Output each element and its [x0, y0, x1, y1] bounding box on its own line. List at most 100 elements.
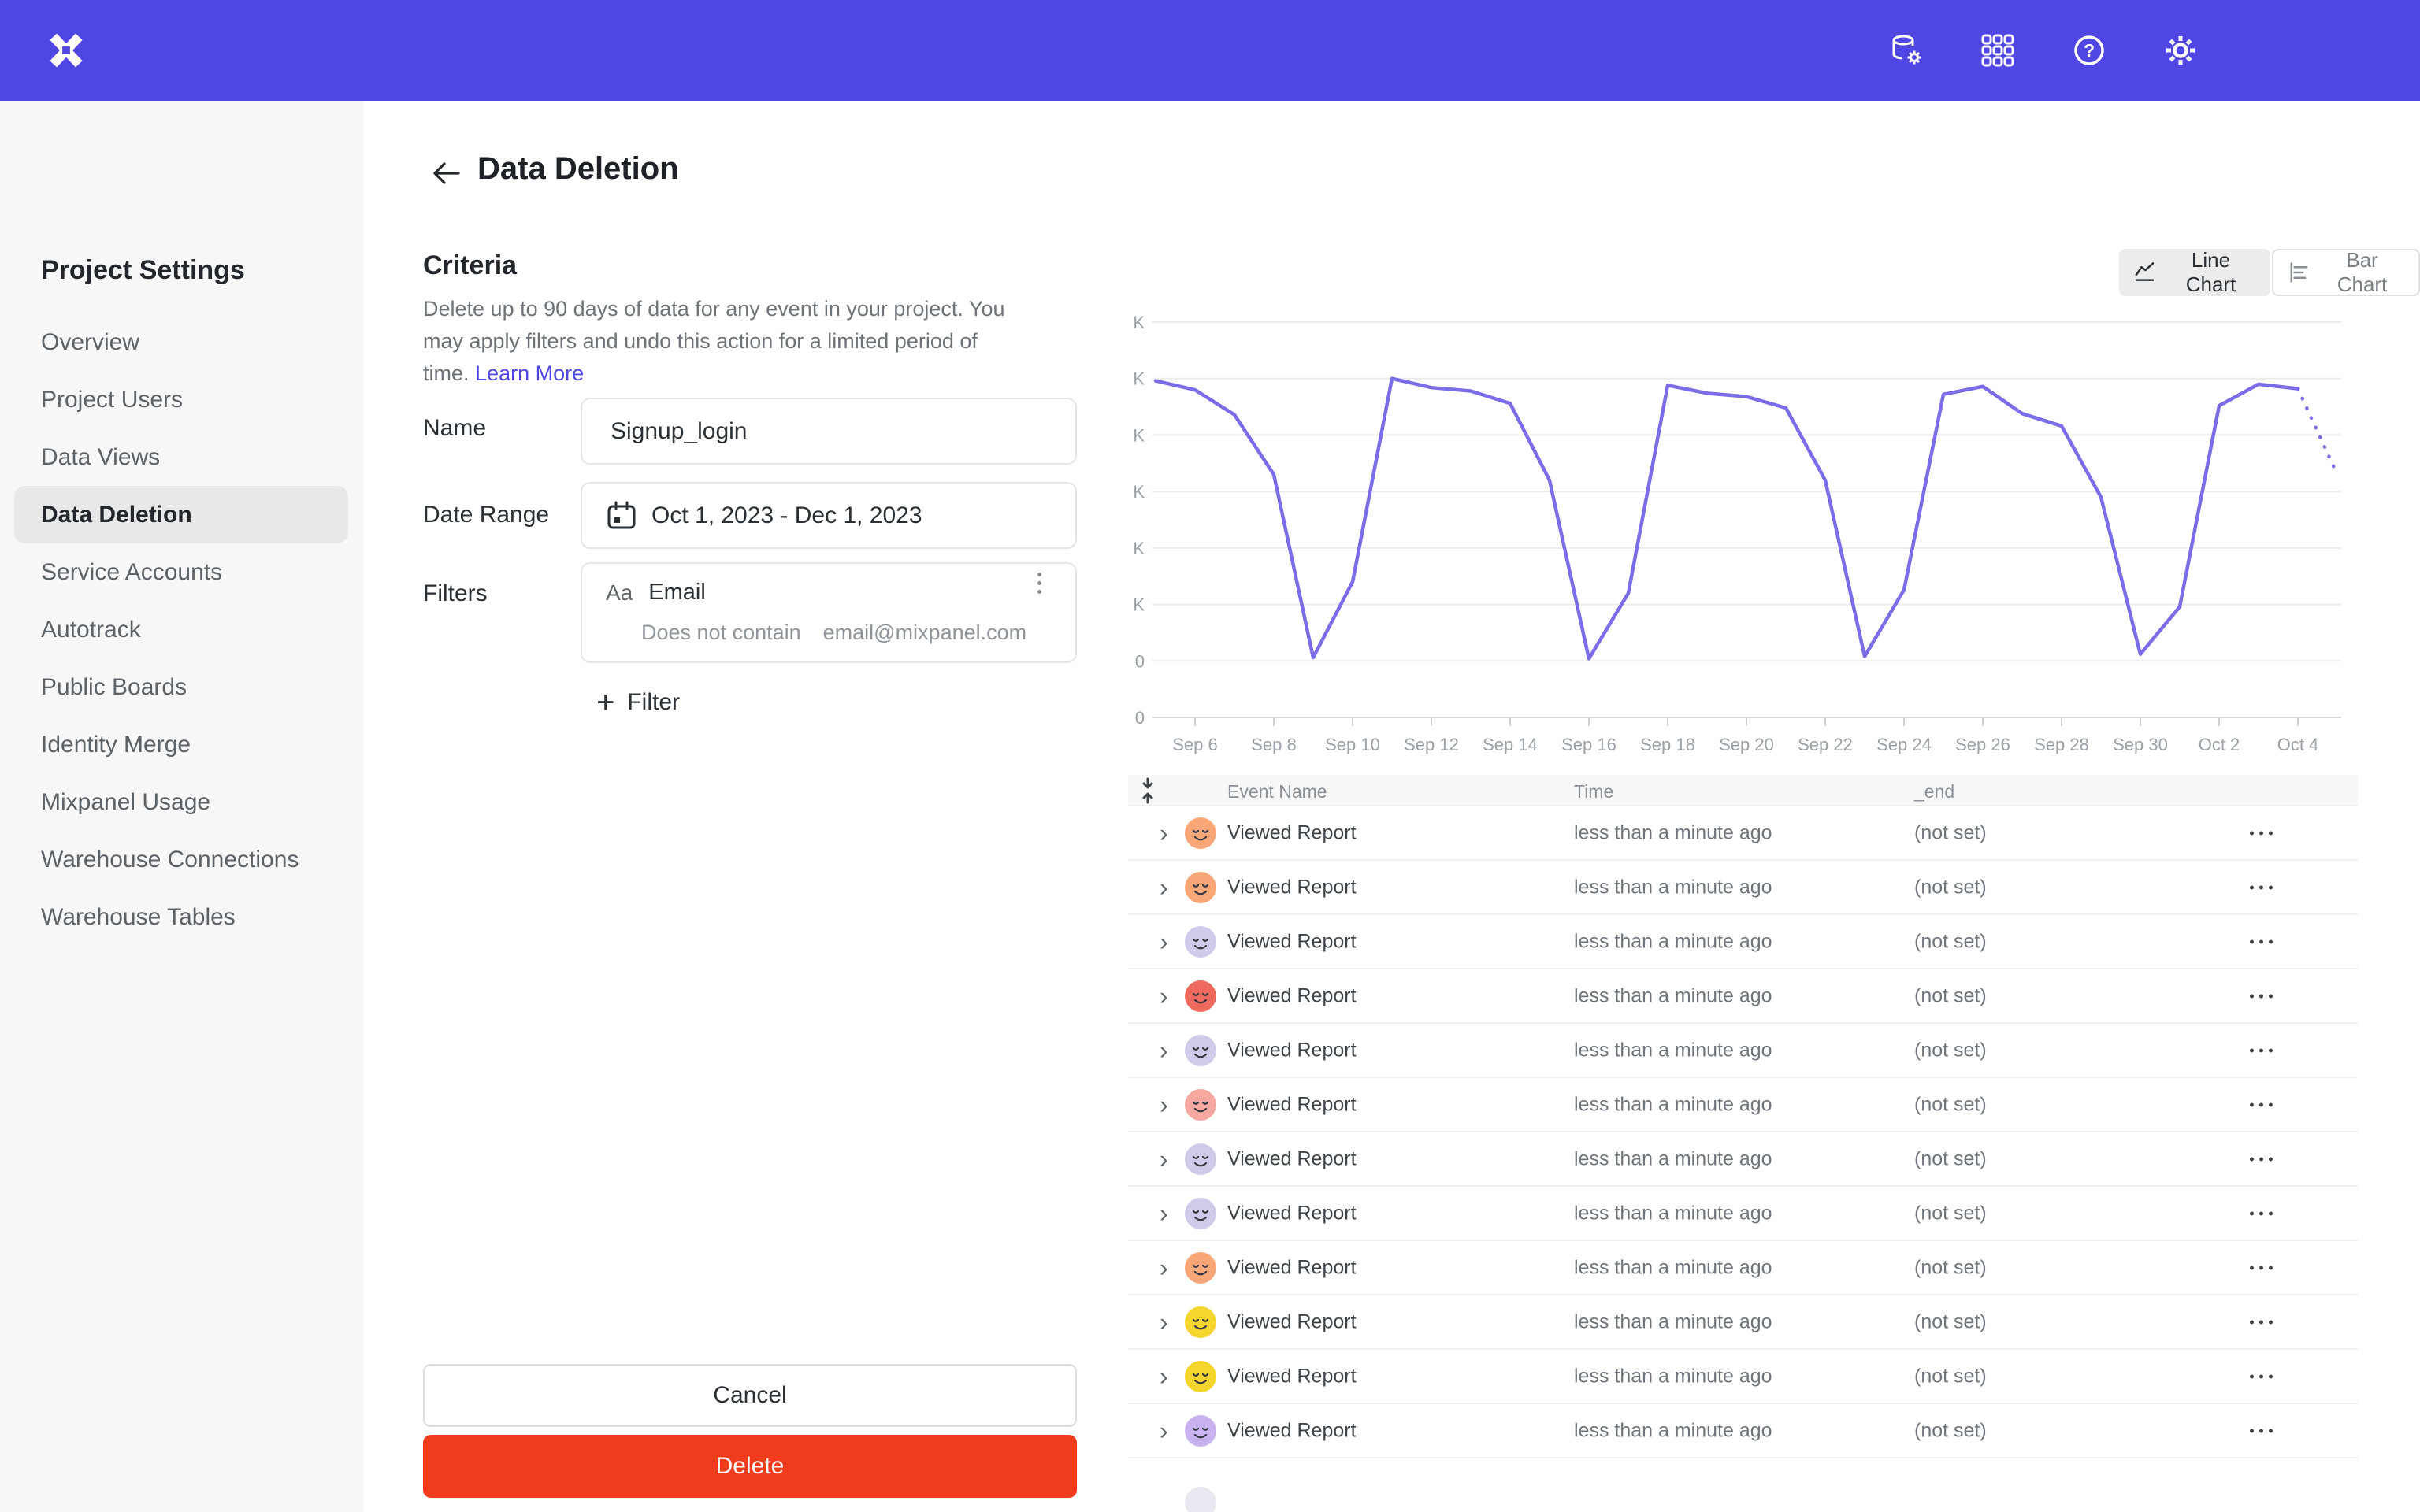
table-row[interactable]: › Viewed Report less than a minute ago (…	[1128, 915, 2358, 969]
learn-more-link[interactable]: Learn More	[475, 361, 585, 385]
sidebar-item-data-deletion[interactable]: Data Deletion	[14, 486, 348, 543]
row-actions-icon[interactable]	[2250, 1102, 2273, 1106]
filter-value[interactable]: email@mixpanel.com	[822, 621, 1027, 644]
line-chart-toggle[interactable]: Line Chart	[2119, 248, 2271, 296]
column-header-event-name[interactable]: Event Name	[1227, 781, 1327, 802]
data-governance-icon[interactable]	[1887, 32, 1925, 69]
svg-text:Sep 24: Sep 24	[1876, 735, 1932, 754]
bar-chart-icon	[2290, 262, 2308, 283]
table-row[interactable]: › Viewed Report less than a minute ago (…	[1128, 1132, 2358, 1187]
sidebar-item-warehouse-connections[interactable]: Warehouse Connections	[41, 846, 299, 873]
doodle-face-avatar	[1185, 925, 1216, 958]
row-actions-icon[interactable]	[2250, 1266, 2273, 1269]
collapse-rows-icon[interactable]	[1138, 776, 1158, 810]
plus-icon: +	[596, 685, 615, 720]
svg-text:15K: 15K	[1134, 539, 1145, 558]
column-header-end[interactable]: _end	[1914, 781, 1955, 802]
cell-end: (not set)	[1914, 1039, 1987, 1061]
filter-card[interactable]: Aa Email Does not contain email@mixpanel…	[581, 562, 1077, 663]
line-chart-icon	[2135, 262, 2155, 281]
table-row[interactable]: › Viewed Report less than a minute ago (…	[1128, 1024, 2358, 1078]
filter-operator[interactable]: Does not contain	[641, 621, 801, 644]
sidebar-item-data-views[interactable]: Data Views	[41, 443, 161, 470]
cell-time: less than a minute ago	[1574, 930, 1772, 952]
table-row[interactable]: › Viewed Report less than a minute ago (…	[1128, 1295, 2358, 1350]
doodle-face-avatar	[1185, 1251, 1216, 1284]
doodle-face-avatar	[1185, 871, 1216, 903]
mixpanel-logo[interactable]	[46, 30, 87, 71]
cell-time: less than a minute ago	[1574, 821, 1772, 843]
table-row[interactable]: › Viewed Report less than a minute ago (…	[1128, 1078, 2358, 1132]
row-actions-icon[interactable]	[2250, 1211, 2273, 1215]
date-range-input[interactable]: Oct 1, 2023 - Dec 1, 2023	[581, 482, 1077, 549]
add-filter-button[interactable]: + Filter	[596, 680, 680, 724]
table-row[interactable]: › Viewed Report less than a minute ago (…	[1128, 1350, 2358, 1404]
svg-text:Sep 20: Sep 20	[1719, 735, 1774, 754]
chevron-right-icon[interactable]: ›	[1160, 1199, 1168, 1227]
help-icon[interactable]: ?	[2070, 32, 2108, 69]
sidebar-item-service-accounts[interactable]: Service Accounts	[41, 558, 223, 585]
sidebar-item-identity-merge[interactable]: Identity Merge	[41, 731, 191, 758]
cell-end: (not set)	[1914, 1419, 1987, 1441]
table-row[interactable]: › Viewed Report less than a minute ago (…	[1128, 806, 2358, 861]
chevron-right-icon[interactable]: ›	[1160, 873, 1168, 901]
sidebar-item-overview[interactable]: Overview	[41, 328, 140, 355]
chevron-right-icon[interactable]: ›	[1160, 927, 1168, 955]
sidebar-item-public-boards[interactable]: Public Boards	[41, 673, 187, 700]
chevron-right-icon[interactable]: ›	[1160, 981, 1168, 1010]
chevron-right-icon[interactable]: ›	[1160, 1036, 1168, 1064]
kebab-menu-icon[interactable]	[1025, 565, 1053, 600]
top-navigation-bar: ?	[0, 0, 2420, 101]
row-actions-icon[interactable]	[2250, 831, 2273, 835]
row-actions-icon[interactable]	[2250, 1048, 2273, 1052]
cell-event-name: Viewed Report	[1227, 1256, 1357, 1278]
row-actions-icon[interactable]	[2250, 994, 2273, 998]
events-table: Event Name Time _end › Viewed Report les…	[1128, 775, 2358, 1458]
cell-time: less than a minute ago	[1574, 1256, 1772, 1278]
chevron-right-icon[interactable]: ›	[1160, 818, 1168, 847]
chevron-right-icon[interactable]: ›	[1160, 1090, 1168, 1118]
name-input[interactable]: Signup_login	[581, 398, 1077, 465]
table-row[interactable]: › Viewed Report less than a minute ago (…	[1128, 1187, 2358, 1241]
cell-end: (not set)	[1914, 1093, 1987, 1115]
bar-chart-toggle[interactable]: Bar Chart	[2272, 248, 2420, 296]
settings-gear-icon[interactable]	[2162, 32, 2199, 69]
svg-text:25K: 25K	[1134, 425, 1145, 445]
cancel-button[interactable]: Cancel	[423, 1364, 1077, 1427]
cell-end: (not set)	[1914, 1365, 1987, 1387]
row-actions-icon[interactable]	[2250, 1157, 2273, 1161]
cell-time: less than a minute ago	[1574, 1202, 1772, 1224]
table-row[interactable]: › Viewed Report less than a minute ago (…	[1128, 1404, 2358, 1458]
doodle-face-avatar	[1185, 1414, 1216, 1447]
filter-property-row: Aa Email	[606, 580, 706, 606]
cell-event-name: Viewed Report	[1227, 930, 1357, 952]
property-type-icon: Aa	[606, 580, 633, 605]
sidebar-item-mixpanel-usage[interactable]: Mixpanel Usage	[41, 788, 211, 815]
chevron-right-icon[interactable]: ›	[1160, 1253, 1168, 1281]
sidebar-item-autotrack[interactable]: Autotrack	[41, 616, 141, 643]
partial-next-row-avatar	[1185, 1487, 1216, 1512]
row-actions-icon[interactable]	[2250, 885, 2273, 889]
sidebar: Project Settings Overview Project Users …	[0, 101, 364, 1512]
chevron-right-icon[interactable]: ›	[1160, 1416, 1168, 1444]
back-button[interactable]	[429, 156, 463, 191]
sidebar-item-project-users[interactable]: Project Users	[41, 386, 184, 413]
chevron-right-icon[interactable]: ›	[1160, 1144, 1168, 1173]
chevron-right-icon[interactable]: ›	[1160, 1362, 1168, 1390]
delete-button[interactable]: Delete	[423, 1435, 1077, 1498]
filter-condition-row: Does not contain email@mixpanel.com	[641, 621, 1026, 645]
sidebar-nav: Overview Project Users Data Views Data D…	[0, 313, 364, 946]
table-row[interactable]: › Viewed Report less than a minute ago (…	[1128, 1241, 2358, 1295]
sidebar-item-warehouse-tables[interactable]: Warehouse Tables	[41, 903, 236, 930]
row-actions-icon[interactable]	[2250, 1374, 2273, 1378]
cell-time: less than a minute ago	[1574, 1419, 1772, 1441]
apps-grid-icon[interactable]	[1979, 32, 2017, 69]
column-header-time[interactable]: Time	[1574, 781, 1614, 802]
topbar-icon-group: ?	[1887, 0, 2199, 101]
table-row[interactable]: › Viewed Report less than a minute ago (…	[1128, 861, 2358, 915]
chevron-right-icon[interactable]: ›	[1160, 1307, 1168, 1336]
row-actions-icon[interactable]	[2250, 1320, 2273, 1324]
row-actions-icon[interactable]	[2250, 939, 2273, 943]
row-actions-icon[interactable]	[2250, 1429, 2273, 1432]
table-row[interactable]: › Viewed Report less than a minute ago (…	[1128, 969, 2358, 1024]
